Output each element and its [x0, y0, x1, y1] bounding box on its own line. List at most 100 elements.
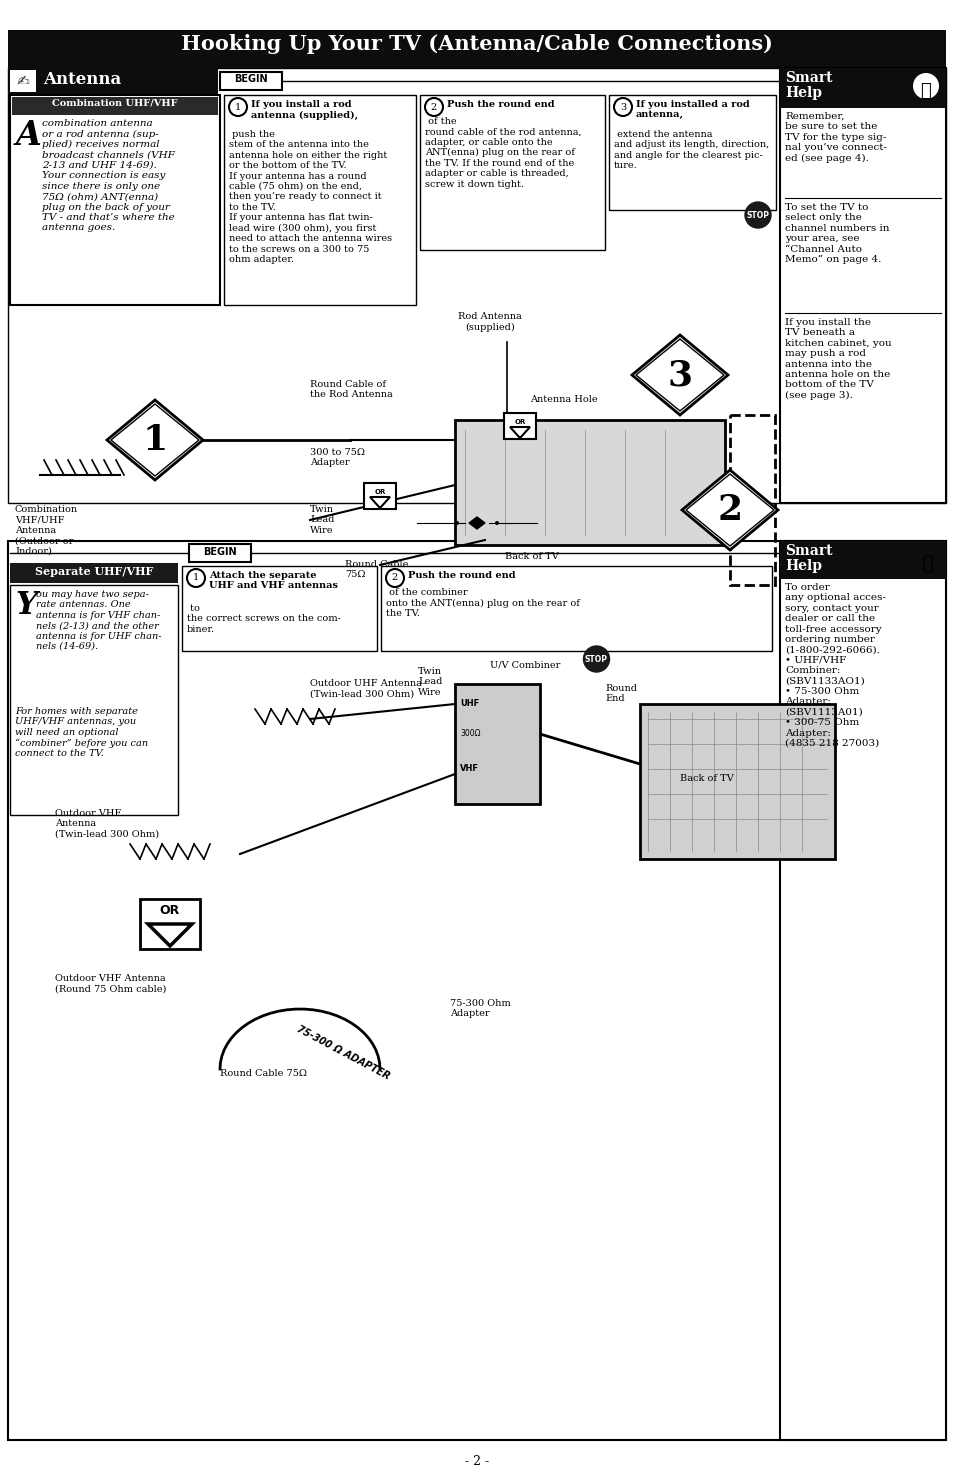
Text: Round Cable of
the Rod Antenna: Round Cable of the Rod Antenna [310, 381, 393, 400]
Polygon shape [636, 339, 723, 412]
Text: STOP: STOP [745, 211, 769, 220]
Text: 300 to 75Ω
Adapter: 300 to 75Ω Adapter [310, 448, 365, 468]
Text: Separate UHF/VHF: Separate UHF/VHF [34, 566, 153, 577]
Text: to
the correct screws on the com-
biner.: to the correct screws on the com- biner. [187, 603, 340, 634]
Text: Hooking Up Your TV (Antenna/Cable Connections): Hooking Up Your TV (Antenna/Cable Connec… [181, 34, 772, 55]
Bar [220, 72, 282, 90]
Text: 2: 2 [392, 574, 397, 583]
Text: OR: OR [160, 904, 180, 917]
Polygon shape [111, 404, 199, 476]
Circle shape [424, 97, 442, 117]
Text: of the
round cable of the rod antenna,
adapter, or cable onto the
ANT(enna) plug: of the round cable of the rod antenna, a… [424, 117, 581, 189]
Bar [639, 704, 834, 858]
Text: Outdoor UHF Antenna
(Twin-lead 300 Ohm): Outdoor UHF Antenna (Twin-lead 300 Ohm) [310, 678, 421, 698]
Circle shape [229, 97, 247, 117]
Text: of the combiner
onto the ANT(enna) plug on the rear of
the TV.: of the combiner onto the ANT(enna) plug … [386, 589, 579, 618]
Bar [503, 413, 536, 440]
Text: 75-300 Ω ADAPTER: 75-300 Ω ADAPTER [295, 1024, 391, 1081]
Circle shape [744, 202, 770, 229]
Bar [455, 684, 539, 804]
Text: OR: OR [514, 419, 525, 425]
Text: 75-300 Ohm
Adapter: 75-300 Ohm Adapter [450, 999, 510, 1018]
Bar [608, 94, 775, 209]
Polygon shape [631, 335, 727, 414]
Text: 1: 1 [193, 574, 199, 583]
Text: Push the round end: Push the round end [408, 571, 515, 580]
Text: Combination
VHF/UHF
Antenna
(Outdoor or
Indoor): Combination VHF/UHF Antenna (Outdoor or … [15, 504, 78, 556]
Text: Back of TV: Back of TV [504, 552, 558, 560]
Bar [224, 94, 416, 305]
Text: To order
any optional acces-
sory, contact your
dealer or call the
toll-free acc: To order any optional acces- sory, conta… [784, 583, 885, 748]
Text: Smart: Smart [784, 544, 832, 558]
Bar [10, 563, 178, 583]
Text: 💡: 💡 [920, 83, 930, 100]
Text: Antenna: Antenna [43, 71, 121, 88]
Polygon shape [469, 518, 484, 530]
Text: STOP: STOP [584, 655, 607, 664]
Text: VHF: VHF [459, 764, 478, 773]
Bar [10, 69, 36, 91]
Text: 💡: 💡 [922, 555, 932, 572]
Text: Help: Help [784, 86, 821, 100]
Polygon shape [107, 400, 203, 479]
Text: ●: ● [914, 75, 936, 99]
Text: Back of TV: Back of TV [679, 774, 733, 783]
Text: Rod Antenna
(supplied): Rod Antenna (supplied) [457, 313, 521, 332]
Text: Round Cable
75Ω: Round Cable 75Ω [345, 560, 408, 580]
Bar [8, 541, 945, 1440]
Bar [780, 68, 945, 503]
Text: BEGIN: BEGIN [203, 547, 236, 558]
Polygon shape [681, 471, 778, 550]
Text: Y: Y [15, 590, 37, 621]
Text: Outdoor VHF Antenna
(Round 75 Ohm cable): Outdoor VHF Antenna (Round 75 Ohm cable) [55, 974, 166, 993]
Text: Remember,
be sure to set the
TV for the type sig-
nal you’ve connect-
ed (see pa: Remember, be sure to set the TV for the … [784, 112, 886, 162]
Circle shape [583, 646, 609, 673]
Text: UHF: UHF [459, 699, 478, 708]
Text: Attach the separate
UHF and VHF antennas: Attach the separate UHF and VHF antennas [209, 571, 337, 590]
Bar [10, 586, 178, 816]
Bar [729, 414, 774, 586]
Text: Combination UHF/VHF: Combination UHF/VHF [52, 99, 177, 108]
Text: Outdoor VHF
Antenna
(Twin-lead 300 Ohm): Outdoor VHF Antenna (Twin-lead 300 Ohm) [55, 808, 159, 839]
Circle shape [455, 521, 458, 525]
Text: Twin
Lead
Wire: Twin Lead Wire [417, 667, 442, 696]
Text: Help: Help [784, 559, 821, 572]
Text: Round
End: Round End [604, 684, 637, 704]
Text: Antenna Hole: Antenna Hole [530, 395, 597, 404]
Circle shape [614, 97, 631, 117]
Polygon shape [370, 497, 390, 507]
Bar [455, 420, 724, 544]
Circle shape [475, 521, 478, 525]
Bar [419, 94, 604, 249]
Text: combination antenna
or a rod antenna (sup-
plied) receives normal
broadcast chan: combination antenna or a rod antenna (su… [42, 119, 174, 232]
Text: 1: 1 [234, 102, 241, 112]
Text: To set the TV to
select only the
channel numbers in
your area, see
“Channel Auto: To set the TV to select only the channel… [784, 204, 888, 264]
Text: 2: 2 [431, 102, 436, 112]
Bar [140, 898, 200, 948]
Text: Smart: Smart [784, 71, 832, 86]
Text: BEGIN: BEGIN [233, 74, 268, 84]
Text: push the
stem of the antenna into the
antenna hole on either the right
or the bo: push the stem of the antenna into the an… [229, 130, 392, 264]
Text: A: A [16, 119, 42, 152]
Polygon shape [685, 473, 773, 546]
Bar [780, 541, 945, 1440]
Bar [8, 30, 945, 68]
Bar [8, 68, 945, 503]
Text: OR: OR [374, 490, 385, 496]
Text: Round Cable 75Ω: Round Cable 75Ω [220, 1069, 307, 1078]
Bar [780, 68, 945, 108]
Polygon shape [148, 923, 192, 945]
Text: U/V Combiner: U/V Combiner [490, 661, 559, 670]
Text: Push the round end: Push the round end [447, 100, 554, 109]
Polygon shape [510, 426, 530, 438]
Text: ou may have two sepa-
rate antennas. One
antenna is for VHF chan-
nels (2-13) an: ou may have two sepa- rate antennas. One… [36, 590, 161, 650]
Circle shape [912, 72, 938, 99]
Circle shape [386, 569, 403, 587]
Text: extend the antenna
and adjust its length, direction,
and angle for the clearest : extend the antenna and adjust its length… [614, 130, 768, 170]
Text: If you install the
TV beneath a
kitchen cabinet, you
may push a rod
antenna into: If you install the TV beneath a kitchen … [784, 319, 891, 400]
Text: If you install a rod
antenna (supplied),: If you install a rod antenna (supplied), [251, 100, 357, 119]
Bar [10, 94, 220, 305]
Text: For homes with separate
UHF/VHF antennas, you
will need an optional
“combiner” b: For homes with separate UHF/VHF antennas… [15, 707, 148, 758]
Text: ✍: ✍ [16, 74, 30, 88]
Bar [12, 97, 218, 115]
